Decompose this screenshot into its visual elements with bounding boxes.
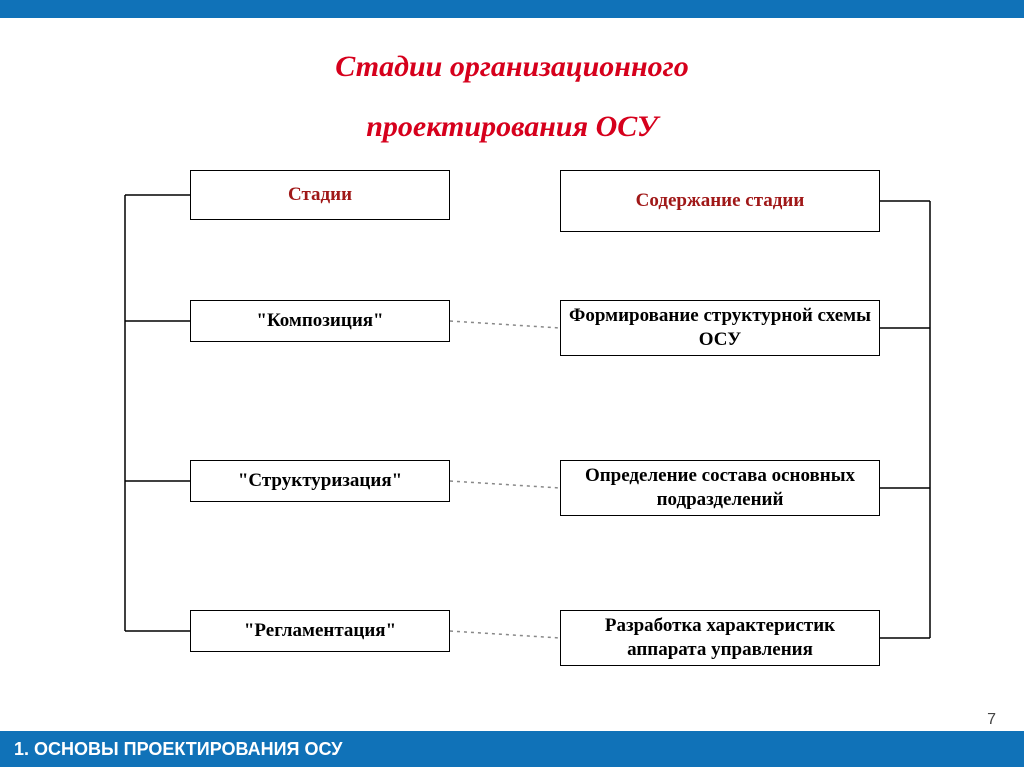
footer-text: 1. ОСНОВЫ ПРОЕКТИРОВАНИЯ ОСУ [14,739,342,760]
right-item-2: Разработка характеристик аппарата управл… [560,610,880,666]
left-header-box: Стадии [190,170,450,220]
footer-bar: 1. ОСНОВЫ ПРОЕКТИРОВАНИЯ ОСУ [0,731,1024,767]
left-item-1: "Структуризация" [190,460,450,502]
left-item-2: "Регламентация" [190,610,450,652]
right-header-box: Содержание стадии [560,170,880,232]
top-bar [0,0,1024,18]
page-number: 7 [987,711,996,729]
right-item-1: Определение состава основных подразделен… [560,460,880,516]
slide-title-line2: проектирования ОСУ [0,110,1024,144]
right-item-0: Формирование структурной схемы ОСУ [560,300,880,356]
slide-title-line1: Стадии организационного [0,50,1024,84]
left-item-0: "Композиция" [190,300,450,342]
